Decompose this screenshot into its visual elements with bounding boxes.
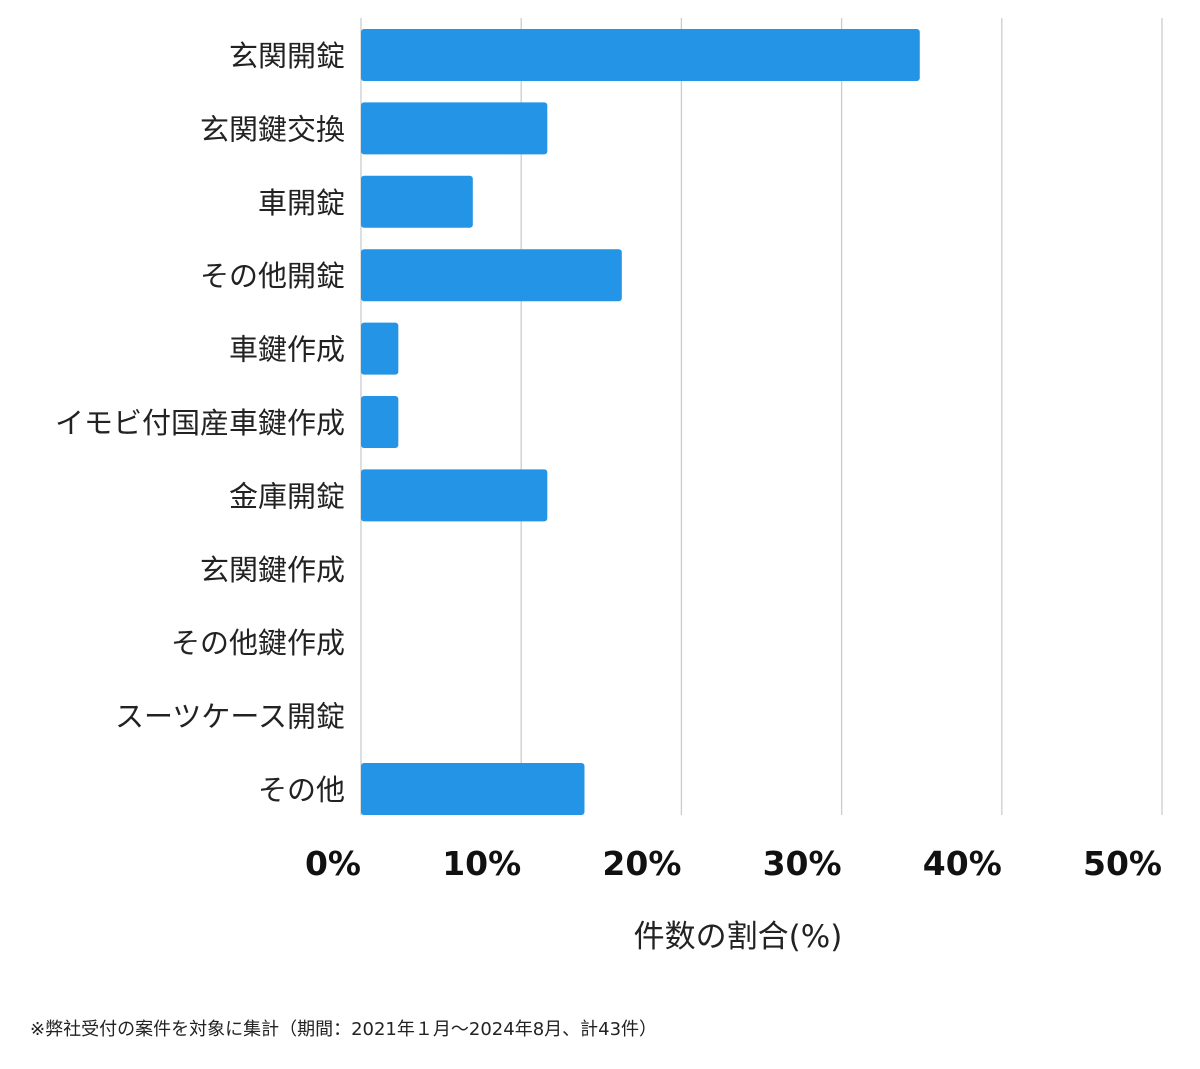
x-tick-label: 10% (442, 844, 521, 883)
footnote: ※弊社受付の案件を対象に集計（期間：2021年１月〜2024年8月、計43件） (30, 1019, 658, 1040)
category-label: 金庫開錠 (229, 479, 345, 513)
bar (361, 102, 548, 155)
bar (361, 396, 399, 448)
category-label: 玄関開錠 (229, 39, 345, 73)
category-label: スーツケース開錠 (115, 700, 345, 734)
category-label: 玄関鍵作成 (200, 553, 345, 587)
category-label: イモビ付国産車鍵作成 (55, 406, 345, 440)
bar (361, 322, 399, 375)
category-label: 車開錠 (258, 186, 345, 220)
x-tick-label: 0% (305, 844, 361, 883)
category-label: その他鍵作成 (171, 626, 345, 660)
bar (361, 249, 622, 302)
category-label: その他開錠 (200, 259, 345, 293)
x-tick-label: 20% (602, 844, 681, 883)
x-tick-label: 30% (763, 844, 842, 883)
bar (361, 175, 473, 228)
category-label: 玄関鍵交換 (200, 112, 345, 146)
bar (361, 469, 548, 522)
x-tick-label: 50% (1083, 844, 1162, 883)
x-axis-title: 件数の割合(%) (634, 919, 843, 955)
category-label: 車鍵作成 (229, 333, 345, 367)
bar (361, 763, 585, 815)
x-tick-label: 40% (923, 844, 1002, 883)
category-label: その他 (258, 773, 345, 807)
bar-chart: 玄関開錠玄関鍵交換車開錠その他開錠車鍵作成イモビ付国産車鍵作成金庫開錠玄関鍵作成… (55, 18, 1163, 955)
bar (361, 29, 920, 81)
